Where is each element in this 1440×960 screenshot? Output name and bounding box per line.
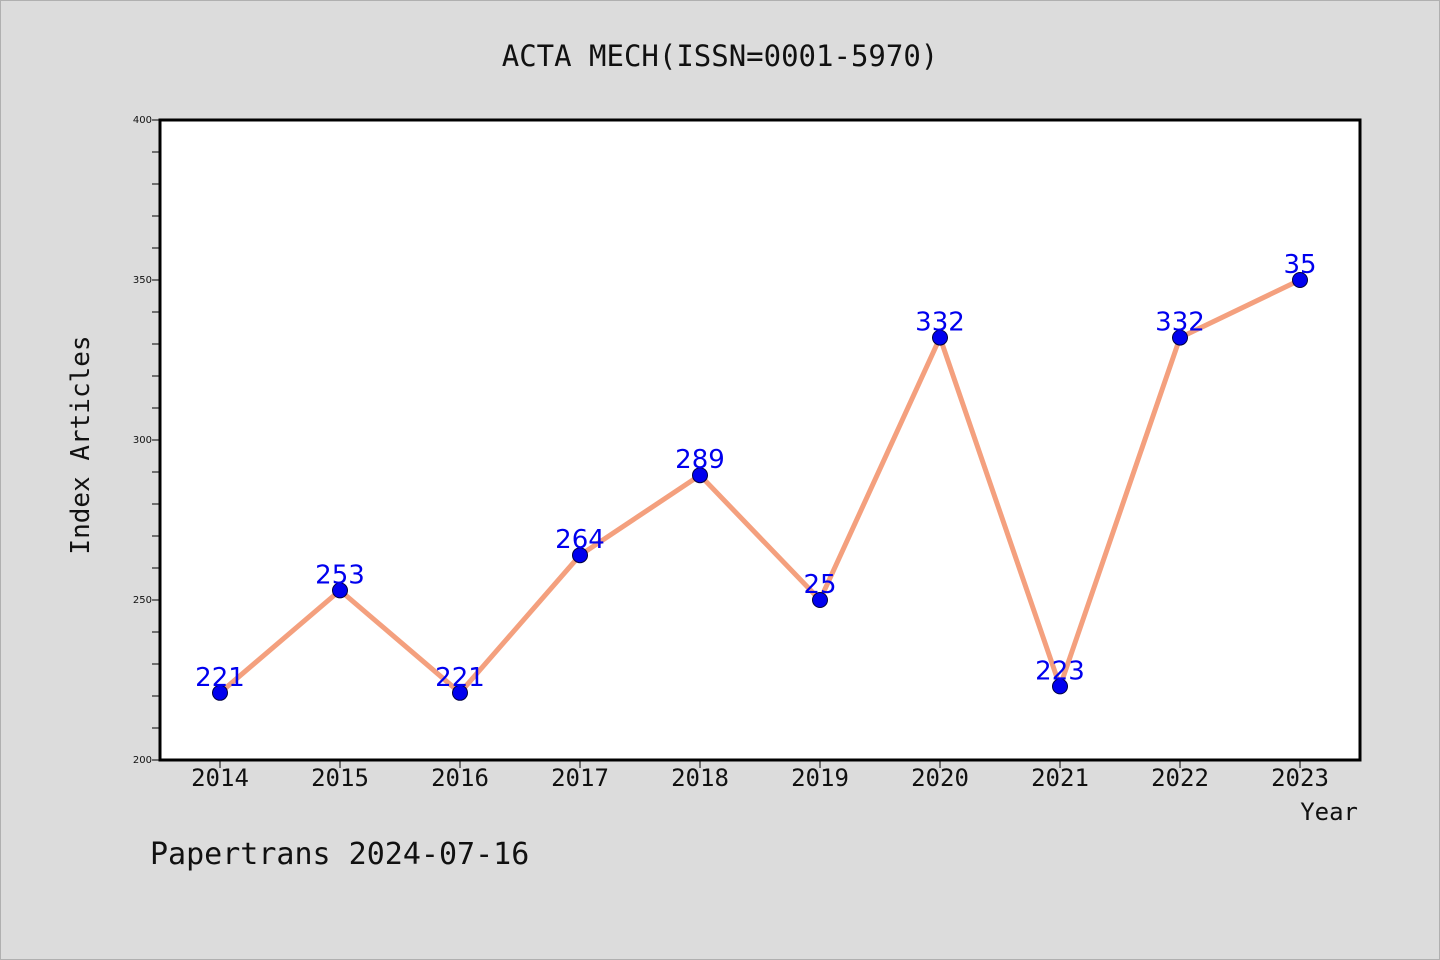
y-tick-label: 250 bbox=[133, 595, 152, 606]
y-axis: 200 250 300 350 400 bbox=[133, 115, 160, 766]
x-tick-label: 2016 bbox=[431, 764, 489, 792]
y-tick-label: 400 bbox=[133, 115, 152, 126]
y-tick-label: 300 bbox=[133, 435, 152, 446]
plot-area bbox=[158, 118, 1362, 762]
x-tick-label: 2020 bbox=[911, 764, 969, 792]
data-label: 264 bbox=[555, 525, 605, 555]
data-point bbox=[332, 582, 348, 599]
data-point bbox=[1052, 678, 1068, 695]
data-label: 25 bbox=[803, 570, 836, 600]
y-tick-label: 350 bbox=[133, 275, 152, 286]
x-axis-label: Year bbox=[1300, 798, 1358, 826]
chart-title: ACTA MECH(ISSN=0001-5970) bbox=[502, 39, 939, 73]
x-tick-label: 2022 bbox=[1151, 764, 1209, 792]
data-label: 35 bbox=[1283, 250, 1316, 280]
markers-group bbox=[212, 272, 1308, 701]
series-line-group bbox=[218, 277, 1302, 696]
x-tick-label: 2018 bbox=[671, 764, 729, 792]
data-label: 223 bbox=[1035, 656, 1085, 686]
x-tick-label: 2023 bbox=[1271, 764, 1329, 792]
footer-text: Papertrans 2024-07-16 bbox=[150, 837, 529, 872]
series-line bbox=[218, 277, 1302, 696]
y-tick-label: 200 bbox=[133, 755, 152, 766]
data-label: 289 bbox=[675, 445, 725, 475]
data-point bbox=[1292, 272, 1308, 288]
data-labels-group: 221 253 221 264 289 25 332 223 332 35 bbox=[195, 250, 1316, 693]
x-tick-label: 2014 bbox=[191, 764, 249, 792]
data-point bbox=[452, 684, 468, 701]
data-point bbox=[692, 467, 708, 484]
data-point bbox=[212, 684, 228, 701]
data-point bbox=[932, 329, 948, 346]
x-tick-label: 2017 bbox=[551, 764, 609, 792]
x-tick-label: 2019 bbox=[791, 764, 849, 792]
data-label: 253 bbox=[315, 560, 365, 590]
data-label: 221 bbox=[195, 663, 245, 693]
data-point bbox=[572, 547, 588, 564]
x-tick-label: 2015 bbox=[311, 764, 369, 792]
data-point bbox=[812, 592, 828, 608]
x-tick-label: 2021 bbox=[1031, 764, 1089, 792]
data-point bbox=[1172, 329, 1188, 346]
data-label: 332 bbox=[1155, 308, 1205, 338]
data-label: 221 bbox=[435, 663, 485, 693]
y-axis-label: Index Articles bbox=[66, 335, 96, 554]
x-axis: 2014 2015 2016 2017 2018 2019 2020 2021 2022 2023 bbox=[191, 760, 1329, 792]
data-label: 332 bbox=[915, 308, 965, 338]
